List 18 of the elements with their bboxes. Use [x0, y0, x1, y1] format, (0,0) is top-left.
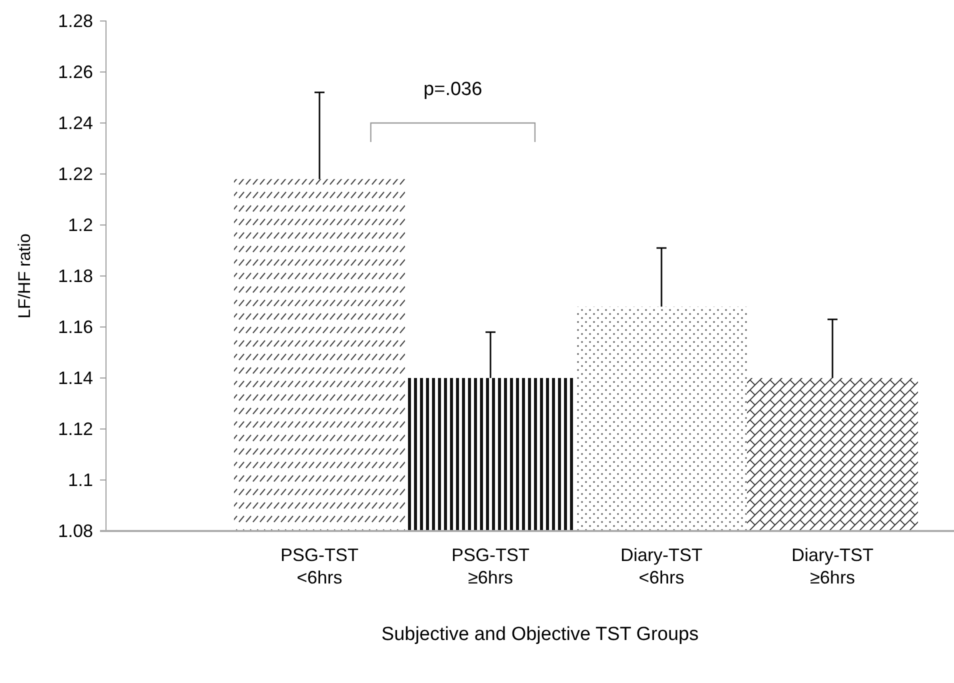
y-tick-label: 1.18 [58, 266, 93, 286]
y-tick-label: 1.12 [58, 418, 93, 439]
x-tick-label: Diary-TST ≥6hrs [792, 545, 874, 588]
y-tick-label: 1.14 [58, 368, 93, 388]
y-tick-label: 1.26 [58, 62, 93, 82]
x-tick-label: PSG-TST ≥6hrs [451, 545, 530, 588]
annotation: p=.036 [424, 79, 482, 100]
y-tick-label: 1.2 [68, 214, 93, 235]
y-tick-label: 1.28 [58, 10, 93, 31]
x-axis-title: Subjective and Objective TST Groups [381, 624, 699, 645]
y-tick-label: 1.22 [58, 164, 93, 184]
x-tick-label: Diary-TST <6hrs [620, 545, 702, 588]
y-axis-title: LF/HF ratio [15, 233, 34, 319]
y-tick-label: 1.24 [58, 112, 93, 133]
x-tick-label: PSG-TST <6hrs [280, 545, 359, 588]
y-tick-label: 1.08 [58, 520, 93, 541]
y-tick-label: 1.16 [58, 316, 93, 337]
y-tick-label: 1.1 [68, 470, 93, 490]
